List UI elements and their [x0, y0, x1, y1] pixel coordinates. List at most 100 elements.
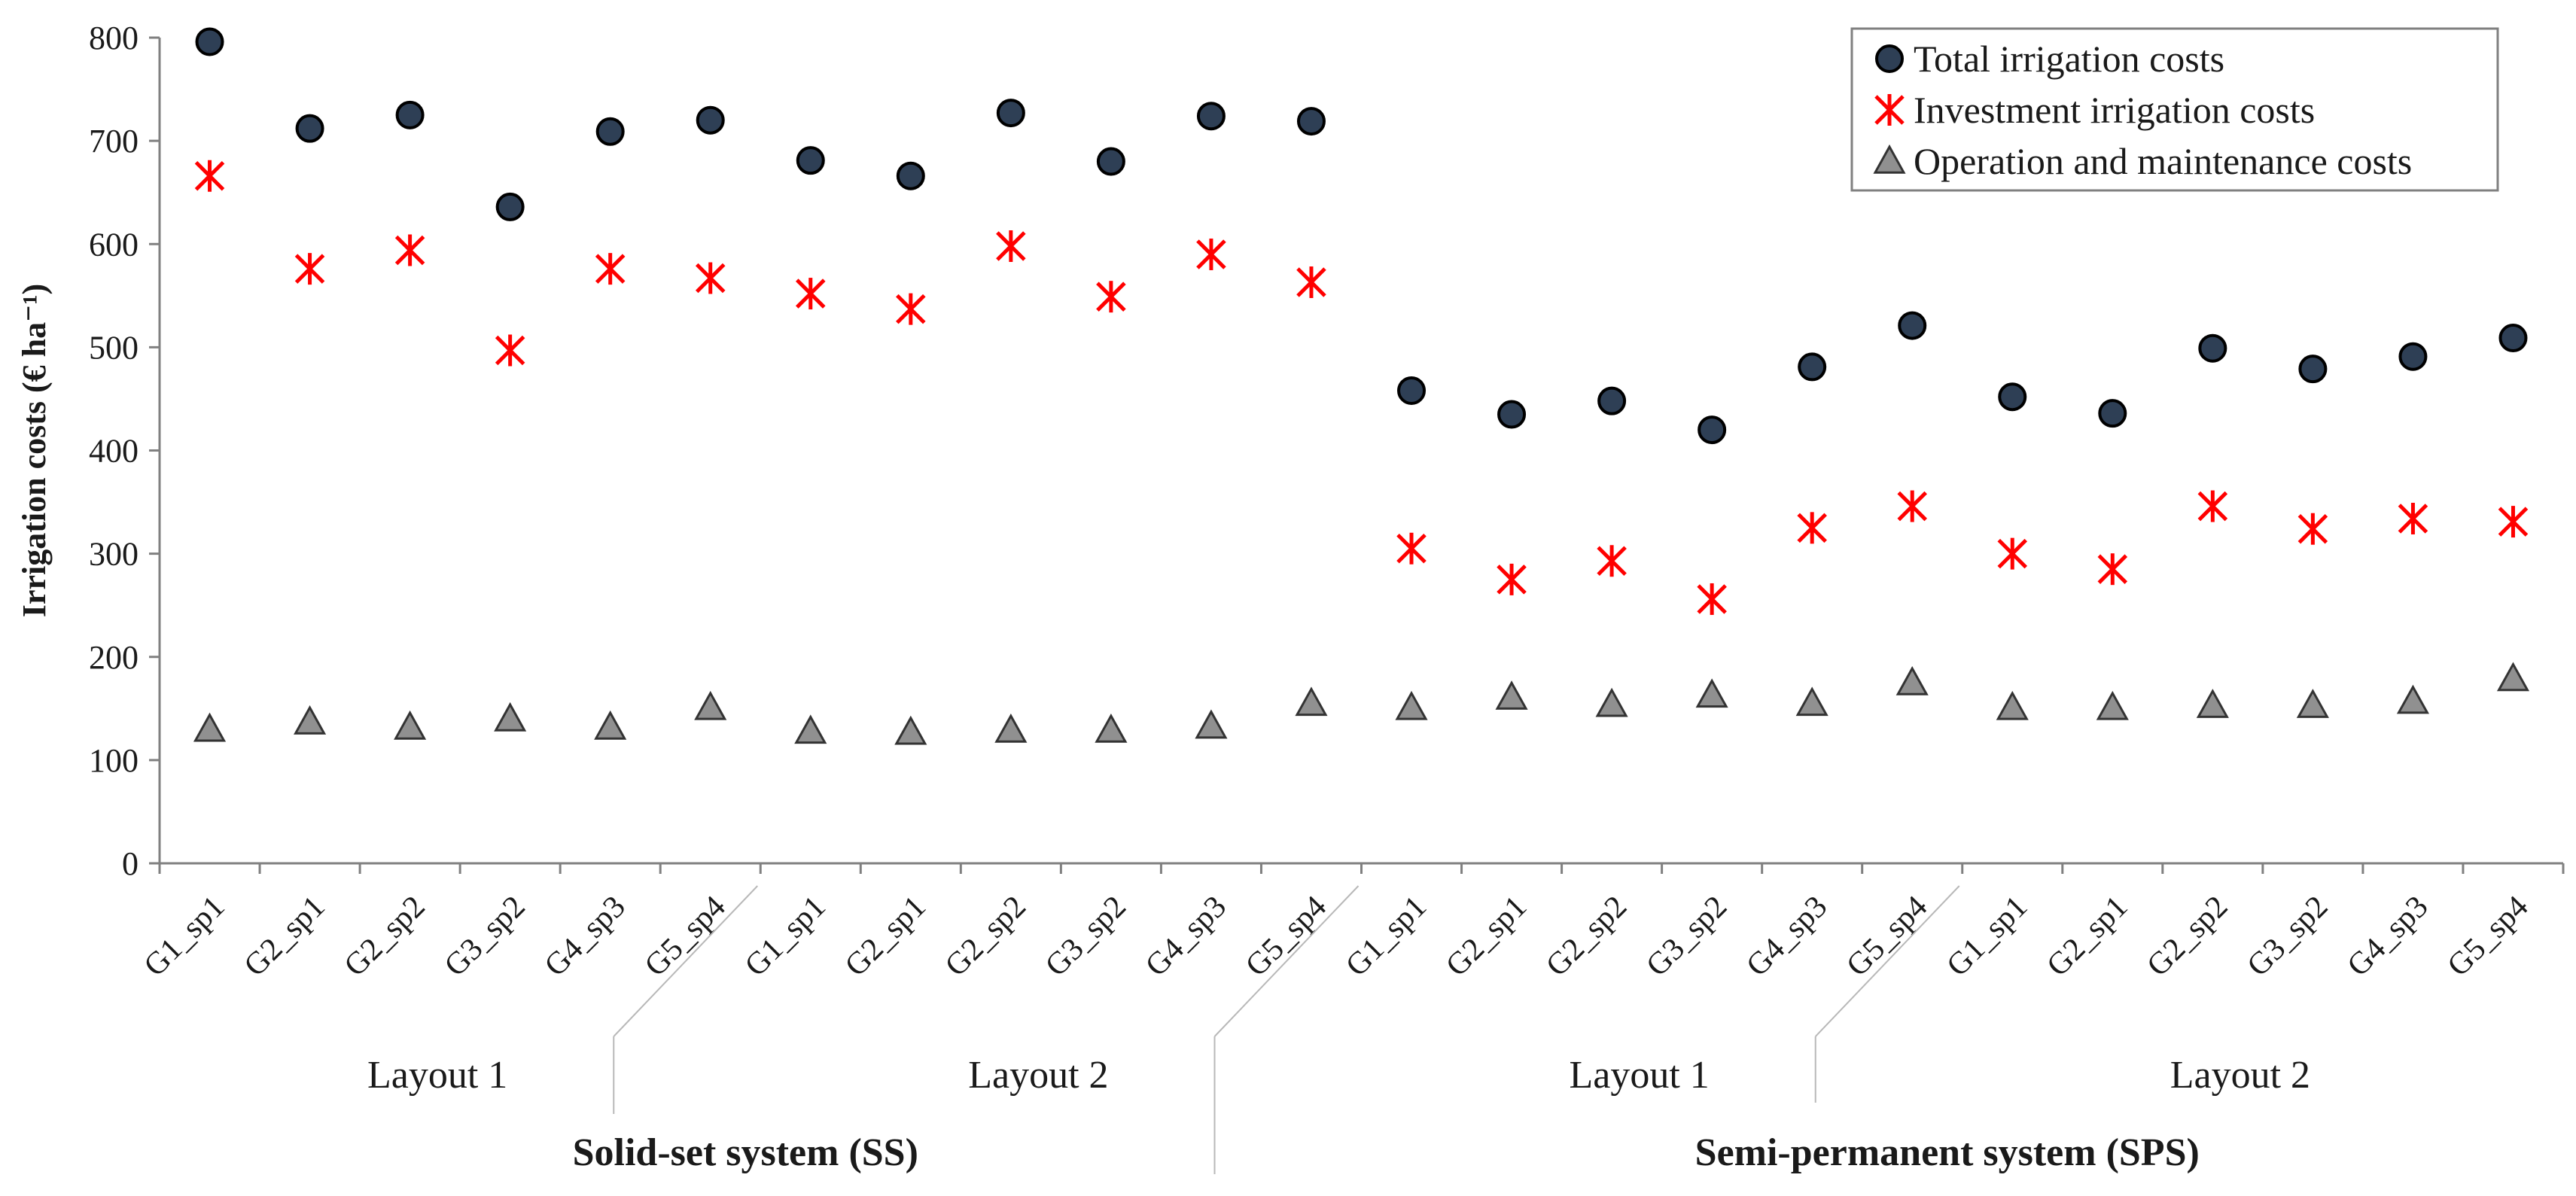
triangle-point — [2396, 684, 2429, 714]
x-tick-label: G2_sp1 — [2040, 890, 2134, 984]
layout-label: Layout 2 — [968, 1054, 1108, 1097]
x-tick-label: G1_sp1 — [738, 890, 833, 984]
x-tick-label: G3_sp2 — [2241, 890, 2335, 984]
circle-point — [696, 105, 725, 135]
circle-point — [195, 27, 224, 56]
asterisk-point — [796, 278, 826, 310]
legend-label: Investment irrigation costs — [1914, 89, 2315, 131]
circle-point — [1698, 415, 1727, 445]
series-circle — [195, 27, 2528, 445]
x-tick-label: G2_sp1 — [839, 890, 933, 984]
circle-point — [796, 146, 825, 175]
y-tick-label: 700 — [89, 123, 139, 160]
x-tick-label: G4_sp3 — [538, 890, 632, 984]
circle-point — [2098, 399, 2127, 428]
legend-marker-asterisk — [1874, 94, 1905, 126]
triangle-point — [1395, 690, 1428, 720]
x-tick-label: G2_sp2 — [338, 890, 432, 984]
y-tick-label: 800 — [89, 20, 139, 56]
asterisk-point — [1497, 563, 1527, 595]
circle-point — [896, 161, 925, 190]
asterisk-point — [1997, 537, 2028, 570]
x-tick-label: G2_sp2 — [939, 890, 1033, 984]
layout-label: Layout 1 — [367, 1054, 507, 1097]
circle-point — [2198, 333, 2227, 363]
asterisk-point — [595, 253, 626, 285]
asterisk-point — [394, 234, 425, 266]
asterisk-point — [2097, 553, 2128, 586]
legend-marker-triangle — [1873, 144, 1906, 174]
asterisk-point — [2297, 513, 2328, 545]
circle-point — [1296, 107, 1326, 136]
triangle-point — [2496, 662, 2530, 692]
x-tick-label: G3_sp2 — [438, 890, 532, 984]
layout-label: Layout 2 — [2170, 1054, 2310, 1097]
x-tick-label: G2_sp1 — [1439, 890, 1533, 984]
y-tick-label: 0 — [122, 845, 139, 882]
triangle-point — [594, 710, 627, 740]
asterisk-point — [2197, 490, 2228, 522]
group-separator — [1213, 885, 1360, 1037]
triangle-point — [1295, 686, 1328, 717]
triangle-point — [1195, 709, 1228, 739]
circle-point — [2498, 324, 2528, 353]
triangle-point — [193, 712, 227, 742]
y-tick-label: 300 — [89, 536, 139, 573]
x-tick-label: G2_sp2 — [2140, 890, 2234, 984]
circle-point — [1998, 382, 2027, 412]
triangle-point — [2196, 689, 2229, 718]
asterisk-point — [2398, 503, 2428, 535]
triangle-point — [294, 705, 327, 735]
x-tick-label: G5_sp4 — [1239, 890, 1333, 984]
asterisk-point — [1296, 266, 1326, 298]
circle-point — [1497, 400, 1527, 429]
x-tick-label: G2_sp2 — [1539, 890, 1634, 984]
system-label: Solid-set system (SS) — [573, 1131, 918, 1174]
axes: 0 100 200 300 400 500 600 700 800 Irrigation cost… — [16, 20, 2565, 882]
triangle-point — [1495, 680, 1528, 710]
triangle-point — [694, 690, 727, 720]
y-tick-label: 600 — [89, 226, 139, 263]
group-separator — [613, 885, 758, 1037]
legend-label: Operation and maintenance costs — [1914, 140, 2412, 182]
x-tick-label: G2_sp1 — [238, 890, 332, 984]
x-tick-label: G3_sp2 — [1039, 890, 1133, 984]
triangle-point — [894, 715, 927, 745]
triangle-point — [1996, 690, 2029, 720]
series-triangle — [193, 662, 2530, 745]
triangle-point — [994, 714, 1028, 743]
triangle-point — [494, 701, 527, 732]
triangle-point — [1695, 678, 1728, 708]
circle-point — [1397, 376, 1427, 405]
y-tick-label: 500 — [89, 329, 139, 366]
triangle-point — [2096, 690, 2129, 720]
circle-point — [595, 117, 625, 146]
asterisk-point — [294, 253, 325, 285]
asterisk-point — [1396, 532, 1427, 565]
circle-point — [295, 114, 324, 143]
layout-label: Layout 1 — [1569, 1054, 1709, 1097]
series-asterisk — [194, 160, 2529, 615]
triangle-point — [1595, 687, 1628, 717]
x-tick-label: G3_sp2 — [1640, 890, 1734, 984]
data-marks — [193, 27, 2530, 745]
asterisk-point — [1597, 545, 1627, 577]
asterisk-point — [495, 334, 525, 367]
asterisk-point — [2498, 506, 2529, 538]
circle-point — [1898, 311, 1927, 340]
circle-point — [1798, 352, 1827, 382]
triangle-point — [794, 714, 827, 744]
x-tick-label: G5_sp4 — [2441, 890, 2535, 984]
asterisk-point — [695, 262, 726, 294]
circle-point — [996, 99, 1025, 128]
legend-label: Total irrigation costs — [1914, 38, 2224, 80]
circle-point — [1096, 147, 1125, 176]
legend-box — [1850, 27, 2499, 192]
x-tick-label: G4_sp3 — [1740, 890, 1834, 984]
x-tick-label: G1_sp1 — [1339, 890, 1433, 984]
circle-point — [2298, 355, 2328, 384]
triangle-point — [1895, 665, 1929, 695]
triangle-point — [394, 710, 427, 740]
x-tick-label: G4_sp3 — [2341, 890, 2435, 984]
